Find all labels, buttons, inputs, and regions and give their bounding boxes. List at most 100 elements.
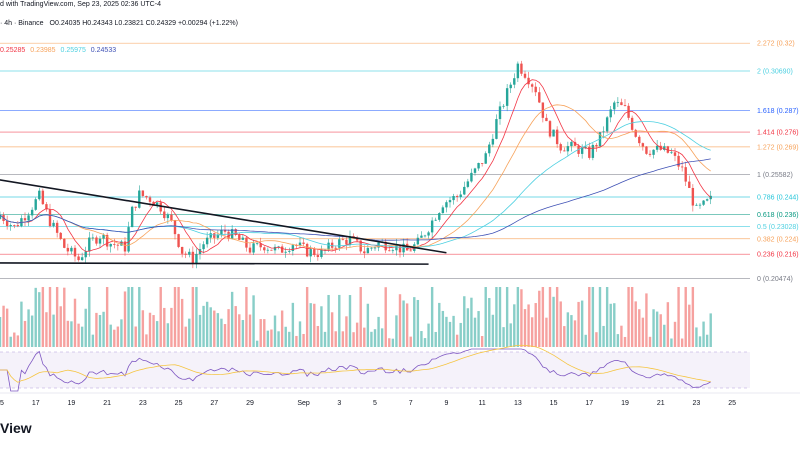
volume-bar bbox=[98, 315, 102, 347]
volume-bar bbox=[420, 331, 423, 347]
candle-body bbox=[705, 199, 709, 201]
candle-body bbox=[327, 242, 330, 250]
volume-bar bbox=[416, 299, 420, 347]
volume-bar bbox=[563, 326, 566, 347]
volume-bar bbox=[223, 324, 227, 347]
volume-bar bbox=[195, 287, 198, 347]
candle-body bbox=[395, 244, 398, 251]
volume-bar bbox=[541, 287, 545, 347]
candle-body bbox=[691, 187, 695, 206]
volume-bar bbox=[166, 323, 170, 347]
candle-body bbox=[241, 237, 245, 240]
candle-body bbox=[320, 249, 323, 258]
volume-bar bbox=[405, 303, 409, 347]
volume-bar bbox=[202, 305, 205, 347]
candle-body bbox=[663, 146, 666, 150]
volume-bar bbox=[0, 316, 2, 347]
candle-body bbox=[620, 102, 623, 106]
volume-bar bbox=[59, 306, 62, 347]
volume-bar bbox=[559, 301, 562, 347]
candle-body bbox=[27, 215, 30, 221]
candle-body bbox=[680, 166, 684, 168]
candle-body bbox=[77, 256, 80, 261]
volume-bar bbox=[5, 308, 9, 347]
candle-body bbox=[491, 138, 495, 145]
volume-bar bbox=[652, 309, 655, 347]
candle-body bbox=[520, 63, 523, 74]
candle-body bbox=[695, 204, 698, 206]
candle-body bbox=[602, 131, 605, 133]
volume-bar bbox=[670, 338, 673, 347]
volume-bar bbox=[616, 334, 620, 347]
candle-body bbox=[273, 246, 277, 251]
x-tick-label: 23 bbox=[139, 400, 147, 407]
volume-bar bbox=[466, 308, 470, 347]
volume-bar bbox=[588, 287, 591, 347]
candle-body bbox=[148, 197, 152, 202]
candle-body bbox=[202, 244, 205, 250]
candle-body bbox=[141, 190, 145, 196]
volume-bar bbox=[341, 331, 345, 347]
volume-bar bbox=[409, 336, 412, 347]
candle-body bbox=[102, 234, 105, 239]
x-tick-label: 25 bbox=[728, 400, 736, 407]
candle-body bbox=[238, 234, 241, 240]
volume-bar bbox=[284, 326, 287, 347]
volume-bar bbox=[305, 287, 309, 347]
fib-label: 0.382 (0.224) bbox=[757, 236, 799, 243]
candle-body bbox=[702, 200, 705, 205]
candle-body bbox=[45, 204, 48, 210]
volume-bar bbox=[584, 334, 587, 347]
volume-bar bbox=[2, 305, 5, 347]
volume-bar bbox=[445, 316, 448, 347]
volume-bar bbox=[516, 287, 520, 347]
volume-bar bbox=[484, 287, 487, 347]
candle-body bbox=[484, 153, 487, 164]
candle-body bbox=[416, 237, 420, 245]
header-line2: · 4h · Binance O0.24035 H0.24343 L0.2382… bbox=[0, 20, 238, 27]
fib-label: 1.272 (0.269) bbox=[757, 144, 799, 151]
x-tick-label: 9 bbox=[444, 400, 448, 407]
candle-body bbox=[509, 84, 512, 89]
volume-bar bbox=[134, 326, 137, 347]
volume-bar bbox=[630, 287, 634, 347]
volume-bar bbox=[184, 326, 187, 347]
candle-body bbox=[648, 153, 652, 155]
candle-body bbox=[441, 207, 445, 214]
volume-bar bbox=[216, 313, 220, 347]
volume-bar bbox=[266, 330, 270, 347]
x-tick-label: 7 bbox=[409, 400, 413, 407]
candle-body bbox=[184, 253, 187, 255]
candle-body bbox=[330, 242, 334, 248]
moving-average-3 bbox=[0, 121, 711, 248]
volume-bar bbox=[663, 324, 666, 347]
candle-body bbox=[584, 146, 587, 148]
candle-body bbox=[38, 190, 41, 200]
x-tick-label: 23 bbox=[693, 400, 701, 407]
moving-average-2 bbox=[0, 104, 711, 250]
volume-bar bbox=[30, 315, 34, 347]
candle-body bbox=[116, 244, 120, 246]
volume-bar bbox=[377, 316, 380, 347]
candle-body bbox=[363, 251, 366, 254]
candle-body bbox=[191, 251, 195, 265]
candle-body bbox=[470, 172, 473, 182]
volume-bar bbox=[45, 312, 48, 347]
candle-body bbox=[345, 239, 348, 245]
volume-bar bbox=[459, 322, 462, 347]
candle-body bbox=[645, 146, 648, 154]
volume-bar bbox=[205, 301, 209, 347]
volume-bar bbox=[252, 295, 255, 347]
volume-bar bbox=[248, 314, 252, 347]
volume-bar bbox=[152, 315, 155, 347]
x-tick-label: 17 bbox=[32, 400, 40, 407]
volume-bar bbox=[655, 311, 659, 347]
volume-bar bbox=[455, 334, 459, 347]
candle-body bbox=[80, 257, 84, 261]
volume-bar bbox=[159, 287, 162, 347]
candle-body bbox=[263, 247, 266, 251]
candle-body bbox=[205, 237, 209, 245]
volume-bar bbox=[391, 338, 395, 347]
volume-bar bbox=[155, 321, 159, 347]
volume-bar bbox=[116, 326, 120, 347]
